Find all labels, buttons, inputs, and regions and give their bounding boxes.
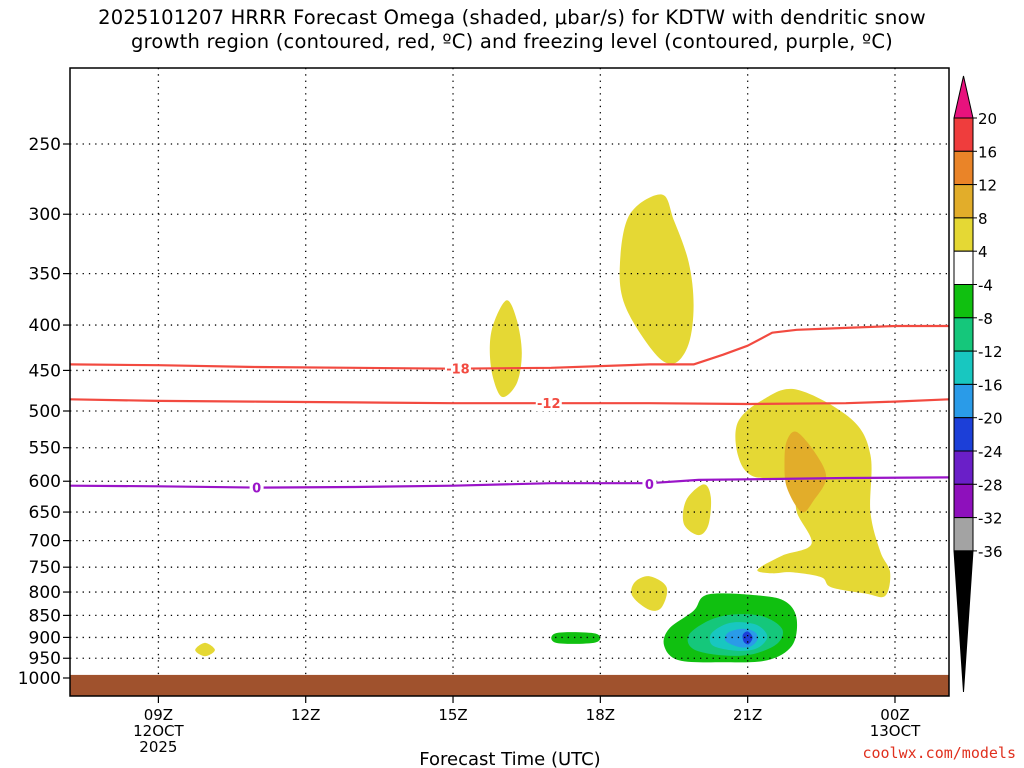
chart-title: 2025101207 HRRR Forecast Omega (shaded, … <box>0 6 1024 54</box>
y-tick-label-950: 950 <box>29 649 61 669</box>
colorbar-label-1: 20 <box>978 110 997 128</box>
colorbar-box-10 <box>953 417 974 452</box>
x-tick-label-9-1: 09Z <box>144 706 173 724</box>
y-axis-ticks: 2503003504004505005506006507007508008509… <box>18 135 70 689</box>
contour-0 <box>70 476 949 489</box>
y-tick-label-750: 750 <box>29 558 61 578</box>
x-tick-label-24-2: 13OCT <box>870 722 921 740</box>
contour-label-3: 0 <box>252 482 261 497</box>
colorbar-box-3 <box>953 184 974 219</box>
omega-region-13 <box>742 631 753 645</box>
colorbar-top-triangle <box>953 75 974 119</box>
contour-label-4: 0 <box>645 478 654 493</box>
grid-lines <box>70 68 949 696</box>
contour-label-bg-1 <box>444 360 471 377</box>
colorbar-label-9: -16 <box>978 376 1003 394</box>
contour-labels: -18 -12 0 0 <box>249 360 657 497</box>
shaded-omega-regions <box>195 194 891 663</box>
colorbar-bottom-triangle <box>953 550 974 693</box>
x-tick-label-9-2: 12OCT <box>133 722 184 740</box>
colorbar-label-4: 8 <box>978 210 988 228</box>
colorbar-box-5 <box>953 250 974 285</box>
y-tick-label-900: 900 <box>29 628 61 648</box>
x-axis-label: Forecast Time (UTC) <box>419 749 600 768</box>
ground-fill <box>70 674 949 696</box>
colorbar-box-13 <box>953 517 974 552</box>
contour-label-bg-4 <box>642 475 657 492</box>
y-tick-label-850: 850 <box>29 606 61 626</box>
colorbar-box-8 <box>953 350 974 385</box>
chart-title-line-1: 2025101207 HRRR Forecast Omega (shaded, … <box>98 6 926 29</box>
omega-region-7 <box>784 431 827 513</box>
contour-label-2: -12 <box>537 397 561 412</box>
y-tick-label-500: 500 <box>29 402 61 422</box>
omega-region-2 <box>489 300 522 398</box>
contour-label-bg-3 <box>249 479 264 496</box>
x-tick-label-15-1: 15Z <box>438 706 467 724</box>
colorbar-box-6 <box>953 284 974 319</box>
colorbar-label-14: -36 <box>978 543 1003 561</box>
colorbar-box-7 <box>953 317 974 352</box>
colorbar-box-2 <box>953 150 974 186</box>
colorbar-label-11: -24 <box>978 443 1003 461</box>
colorbar-label-5: 4 <box>978 243 988 261</box>
credit-link[interactable]: coolwx.com/models <box>862 744 1016 762</box>
omega-region-1 <box>619 194 694 364</box>
y-tick-label-250: 250 <box>29 135 61 155</box>
y-tick-label-650: 650 <box>29 503 61 523</box>
y-tick-label-450: 450 <box>29 361 61 381</box>
y-tick-label-600: 600 <box>29 472 61 492</box>
colorbar-label-13: -32 <box>978 510 1003 528</box>
omega-region-4 <box>682 484 712 536</box>
plot-frame <box>69 67 950 697</box>
colorbar-label-3: 12 <box>978 177 997 195</box>
ground-layer <box>70 674 949 696</box>
colorbar-box-11 <box>953 450 974 485</box>
y-tick-label-550: 550 <box>29 439 61 459</box>
contour-label-bg-2 <box>535 395 562 412</box>
y-tick-label-300: 300 <box>29 205 61 225</box>
colorbar-label-6: -4 <box>978 277 993 295</box>
x-tick-label-9-3: 2025 <box>139 738 177 756</box>
omega-region-5 <box>631 576 668 611</box>
colorbar-box-12 <box>953 483 974 519</box>
y-tick-label-350: 350 <box>29 265 61 285</box>
x-tick-label-24-1: 00Z <box>880 706 909 724</box>
colorbar-label-10: -20 <box>978 410 1003 428</box>
y-tick-label-400: 400 <box>29 316 61 336</box>
colorbar-label-7: -8 <box>978 310 993 328</box>
y-tick-label-800: 800 <box>29 583 61 603</box>
omega-region-6 <box>195 642 215 657</box>
colorbar-box-9 <box>953 383 974 419</box>
colorbar-box-1 <box>953 117 974 152</box>
colorbar-label-2: 16 <box>978 143 997 161</box>
y-tick-label-1000: 1000 <box>18 669 61 689</box>
chart-title-line-2: growth region (contoured, red, ºC) and f… <box>131 30 893 53</box>
x-tick-label-12-1: 12Z <box>291 706 320 724</box>
colorbar: 20 16 12 8 4 -4 -8 -12 -16 -20 -24 -28 -32 -36 <box>953 75 1003 693</box>
contour--18 <box>70 324 949 370</box>
colorbar-label-8: -12 <box>978 343 1003 361</box>
contour-label-1: -18 <box>446 363 470 378</box>
colorbar-label-12: -28 <box>978 476 1003 494</box>
colorbar-box-4 <box>953 217 974 252</box>
y-tick-label-700: 700 <box>29 532 61 552</box>
x-tick-label-21-1: 21Z <box>733 706 762 724</box>
x-tick-label-18-1: 18Z <box>586 706 615 724</box>
omega-region-9 <box>551 632 601 644</box>
